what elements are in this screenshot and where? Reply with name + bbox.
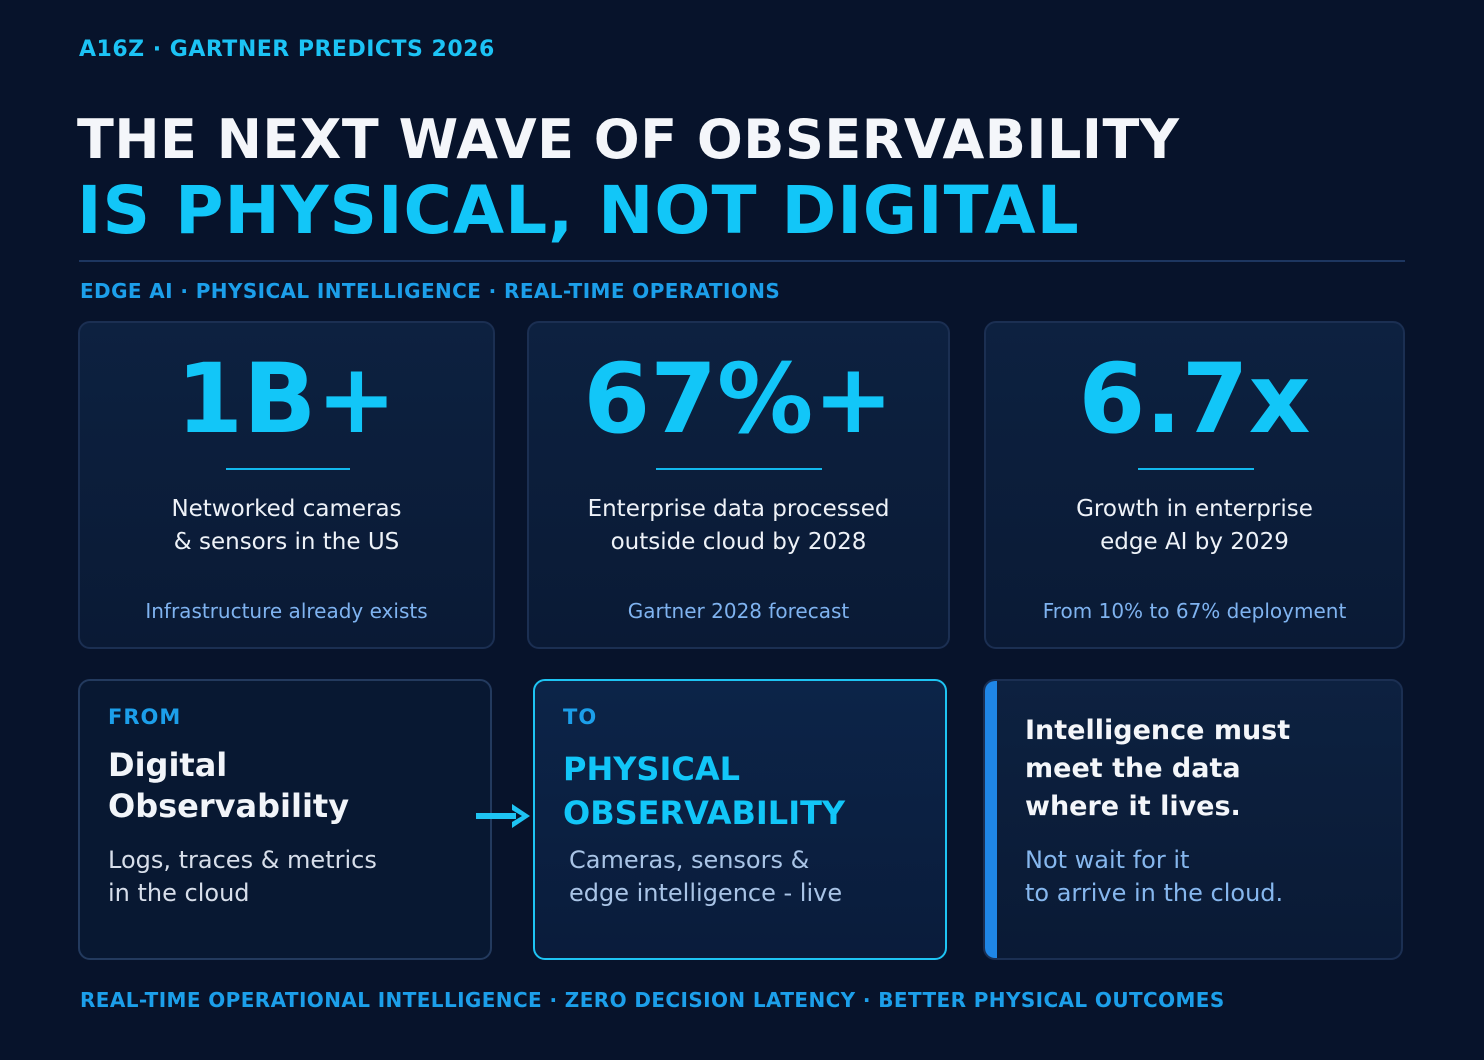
insight-title-line: meet the data xyxy=(1025,753,1241,784)
stat-description-line: & sensors in the US xyxy=(173,529,400,555)
from-title: Digital Observability xyxy=(108,745,349,827)
stat-underline xyxy=(1137,468,1254,470)
from-body-line: in the cloud xyxy=(108,879,250,907)
to-body-line: edge intelligence - live xyxy=(569,879,843,907)
stat-description-line: outside cloud by 2028 xyxy=(610,529,867,555)
stat-description: Networked cameras & sensors in the US xyxy=(90,493,483,559)
stat-note: Infrastructure already exists xyxy=(145,599,428,623)
header-divider xyxy=(79,260,1405,262)
insight-title-line: Intelligence must xyxy=(1025,715,1291,746)
insight-title-line: where it lives. xyxy=(1025,791,1241,822)
stat-underline xyxy=(225,468,350,470)
insight-accent-bar xyxy=(985,681,997,958)
stat-note: Gartner 2028 forecast xyxy=(627,599,850,623)
eyebrow-label: A16Z · GARTNER PREDICTS 2026 xyxy=(79,37,495,62)
stat-card-edge-data: 67%+ Enterprise data processed outside c… xyxy=(527,321,950,649)
stat-description-line: Growth in enterprise xyxy=(1076,496,1313,522)
to-card: TO PHYSICAL OBSERVABILITY Cameras, senso… xyxy=(533,679,947,960)
to-title-line: OBSERVABILITY xyxy=(563,794,846,832)
headline-line-2: IS PHYSICAL, NOT DIGITAL xyxy=(77,172,1080,249)
from-body: Logs, traces & metrics in the cloud xyxy=(108,844,377,910)
arrow-right-icon xyxy=(476,804,530,828)
from-label: FROM xyxy=(108,705,182,729)
to-title: PHYSICAL OBSERVABILITY xyxy=(563,747,845,835)
insight-card: Intelligence must meet the data where it… xyxy=(983,679,1403,960)
to-body-line: Cameras, sensors & xyxy=(569,846,810,874)
to-label: TO xyxy=(563,705,598,729)
stat-description: Growth in enterprise edge AI by 2029 xyxy=(996,493,1393,559)
footer-tagline: REAL-TIME OPERATIONAL INTELLIGENCE · ZER… xyxy=(80,988,1225,1012)
stat-value: 6.7x xyxy=(1078,343,1311,455)
stat-note: From 10% to 67% deployment xyxy=(1042,599,1347,623)
insight-body: Not wait for it to arrive in the cloud. xyxy=(1025,844,1283,910)
from-card: FROM Digital Observability Logs, traces … xyxy=(78,679,492,960)
stat-description-line: Enterprise data processed xyxy=(587,496,890,522)
from-body-line: Logs, traces & metrics xyxy=(108,846,377,874)
stat-card-cameras: 1B+ Networked cameras & sensors in the U… xyxy=(78,321,495,649)
stat-value: 1B+ xyxy=(176,343,397,455)
stat-card-edge-ai-growth: 6.7x Growth in enterprise edge AI by 202… xyxy=(984,321,1405,649)
insight-body-line: to arrive in the cloud. xyxy=(1025,879,1284,907)
to-body: Cameras, sensors & edge intelligence - l… xyxy=(569,844,842,910)
stat-underline xyxy=(655,468,822,470)
stat-description-line: Networked cameras xyxy=(171,496,402,522)
stat-value: 67%+ xyxy=(583,343,894,455)
from-title-line: Observability xyxy=(108,787,350,825)
insight-title: Intelligence must meet the data where it… xyxy=(1025,712,1290,826)
headline-line-1: THE NEXT WAVE OF OBSERVABILITY xyxy=(77,108,1180,171)
stat-description-line: edge AI by 2029 xyxy=(1100,529,1289,555)
to-title-line: PHYSICAL xyxy=(563,750,740,788)
subhead-tags: EDGE AI · PHYSICAL INTELLIGENCE · REAL-T… xyxy=(80,279,781,303)
stat-description: Enterprise data processed outside cloud … xyxy=(539,493,938,559)
from-title-line: Digital xyxy=(108,746,228,784)
insight-body-line: Not wait for it xyxy=(1025,846,1190,874)
